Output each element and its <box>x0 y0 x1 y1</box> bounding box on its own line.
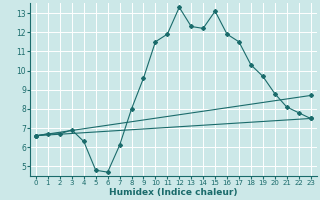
X-axis label: Humidex (Indice chaleur): Humidex (Indice chaleur) <box>109 188 237 197</box>
